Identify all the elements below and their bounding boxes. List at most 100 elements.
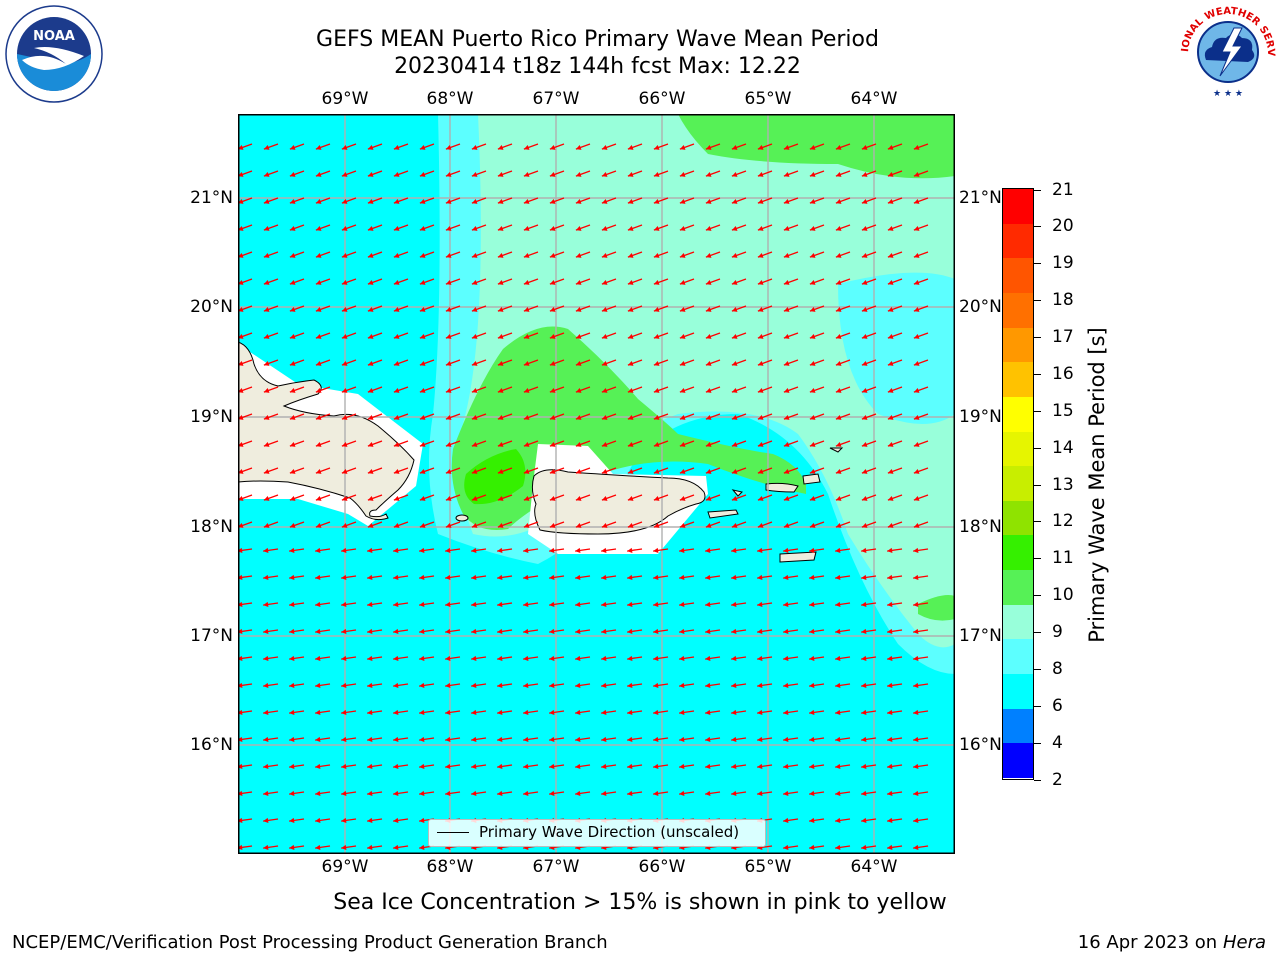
wave-arrow-head <box>757 468 764 474</box>
wave-arrow-head <box>315 628 321 634</box>
wave-arrow-head <box>523 628 529 634</box>
lon-label-bottom: 65°W <box>744 857 792 877</box>
wave-arrow-head <box>913 547 919 553</box>
wave-arrow-head <box>263 441 270 447</box>
wave-arrow-head <box>809 601 815 607</box>
wave-arrow-head <box>679 736 685 742</box>
wave-arrow-head <box>809 682 815 688</box>
wave-arrow-head <box>601 736 607 742</box>
wave-arrow-head <box>341 790 347 796</box>
wave-arrow-head <box>575 763 581 769</box>
wave-arrow-head <box>445 414 452 420</box>
wave-arrow-head <box>341 495 348 501</box>
wave-arrow-head <box>601 763 607 769</box>
wave-arrow-head <box>393 522 400 528</box>
wave-arrow-head <box>419 279 426 285</box>
wave-arrow-head <box>289 468 296 474</box>
wave-arrow-head <box>315 441 322 447</box>
colorbar-segment <box>1003 500 1033 536</box>
wave-arrow-head <box>679 333 686 339</box>
wave-arrow-head <box>653 225 660 231</box>
wave-arrow-head <box>653 601 659 607</box>
wave-arrow-head <box>315 144 322 150</box>
sea-ice-note: Sea Ice Concentration > 15% is shown in … <box>333 890 947 915</box>
footer-producer: NCEP/EMC/Verification Post Processing Pr… <box>12 932 608 953</box>
wave-arrow-head <box>913 144 920 150</box>
wave-arrow-head <box>731 414 738 420</box>
wave-arrow-head <box>315 655 321 661</box>
wave-arrow-head <box>887 790 893 796</box>
wave-arrow-head <box>575 736 581 742</box>
wave-arrow-head <box>757 790 763 796</box>
legend-label: Primary Wave Direction (unscaled) <box>479 823 740 841</box>
wave-arrow-head <box>471 441 478 447</box>
wave-arrow-head <box>419 198 426 204</box>
lat-label-left: 21°N <box>190 188 233 208</box>
noaa-logo-text: NOAA <box>33 29 75 44</box>
wave-arrow-head <box>887 709 893 715</box>
wave-arrow-head <box>653 547 659 553</box>
colorbar-tick <box>1034 779 1041 781</box>
wave-arrow-head <box>705 225 712 231</box>
wave-arrow-head <box>575 198 582 204</box>
wave-arrow-head <box>861 279 868 285</box>
wave-arrow-head <box>471 601 477 607</box>
colorbar-segment <box>1003 639 1033 675</box>
wave-arrow-head <box>315 790 321 796</box>
wave-arrow-head <box>575 387 582 393</box>
wave-arrow-head <box>705 601 711 607</box>
wave-arrow-head <box>367 844 373 850</box>
wave-arrow-head <box>887 441 894 447</box>
wave-arrow-head <box>263 279 270 285</box>
wave-arrow-head <box>627 360 634 366</box>
wave-arrow-head <box>289 306 296 312</box>
colorbar-tick-label: 19 <box>1052 253 1074 274</box>
wave-arrow-head <box>705 790 711 796</box>
wave-arrow-head <box>627 252 634 258</box>
colorbar-tick-label: 2 <box>1052 769 1063 790</box>
wave-arrow-head <box>679 252 686 258</box>
wave-arrow-head <box>887 736 893 742</box>
wave-arrow-head <box>289 333 296 339</box>
wave-arrow-head <box>549 414 556 420</box>
wave-arrow-head <box>601 360 608 366</box>
wave-arrow-head <box>861 225 868 231</box>
wave-arrow-head <box>341 225 348 231</box>
wave-arrow-head <box>289 574 295 580</box>
wave-arrow-head <box>315 682 321 688</box>
wave-arrow-head <box>367 790 373 796</box>
wave-arrow-head <box>731 655 737 661</box>
wave-arrow-head <box>653 387 660 393</box>
wave-arrow-head <box>393 709 399 715</box>
lon-label-top: 64°W <box>850 89 898 109</box>
wave-arrow-head <box>419 628 425 634</box>
wave-arrow-head <box>809 306 816 312</box>
wave-arrow-head <box>783 360 790 366</box>
wave-arrow-head <box>887 495 894 501</box>
lat-label-right: 21°N <box>959 188 1002 208</box>
wave-arrow-head <box>315 574 321 580</box>
wave-arrow-head <box>419 709 425 715</box>
wave-arrow-head <box>393 252 400 258</box>
svg-text:★ ★ ★: ★ ★ ★ <box>1213 89 1243 99</box>
wave-arrow-head <box>705 574 711 580</box>
wave-arrow-head <box>393 495 400 501</box>
lon-label-top: 68°W <box>426 89 474 109</box>
wave-arrow-head <box>549 736 555 742</box>
wave-arrow-head <box>471 171 478 177</box>
wave-arrow-head <box>263 601 269 607</box>
wave-arrow-head <box>341 655 347 661</box>
colorbar-tick <box>1034 410 1041 412</box>
wave-arrow-head <box>341 279 348 285</box>
wave-arrow-head <box>783 495 790 501</box>
wave-arrow-head <box>393 574 399 580</box>
wave-arrow-head <box>835 225 842 231</box>
wave-arrow-head <box>835 171 842 177</box>
land-culebra <box>731 489 743 497</box>
wave-arrow-head <box>731 574 737 580</box>
colorbar-segment <box>1003 466 1033 502</box>
wave-arrow-head <box>419 574 425 580</box>
wave-arrow-head <box>341 763 347 769</box>
wave-arrow-head <box>705 763 711 769</box>
wave-arrow-head <box>367 763 373 769</box>
